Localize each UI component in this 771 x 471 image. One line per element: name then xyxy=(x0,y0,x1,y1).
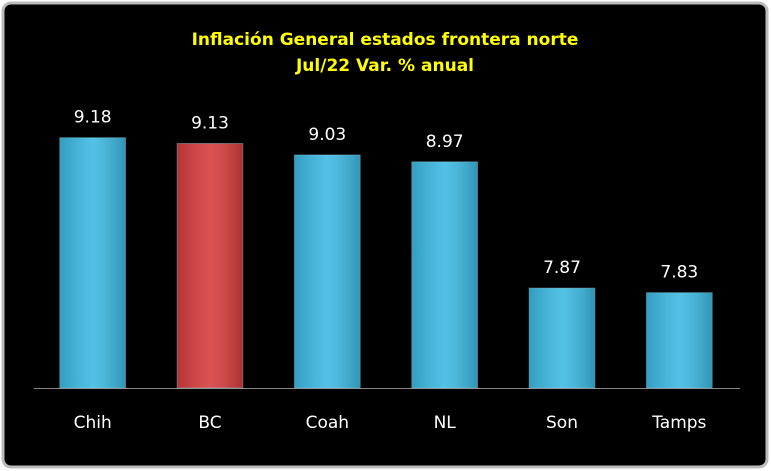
value-label: 9.13 xyxy=(191,113,229,133)
x-tick-label: Chih xyxy=(74,413,112,433)
bar xyxy=(411,161,479,389)
bar xyxy=(645,292,713,389)
value-label: 7.83 xyxy=(660,263,698,283)
x-tick-label: BC xyxy=(198,413,221,433)
value-label: 8.97 xyxy=(426,132,464,152)
bar xyxy=(528,287,596,389)
value-label: 9.03 xyxy=(308,125,346,145)
x-tick-label: Son xyxy=(546,413,578,433)
x-tick-label: Coah xyxy=(306,413,349,433)
bar xyxy=(293,154,361,389)
chart-title: Inflación General estados frontera norte xyxy=(192,30,579,50)
bar xyxy=(59,137,127,389)
chart-subtitle: Jul/22 Var. % anual xyxy=(295,56,474,76)
value-label: 7.87 xyxy=(543,258,581,278)
x-tick-label: Tamps xyxy=(651,413,706,433)
x-tick-label: NL xyxy=(434,413,457,433)
bar xyxy=(176,142,244,389)
value-label: 9.18 xyxy=(74,108,112,128)
